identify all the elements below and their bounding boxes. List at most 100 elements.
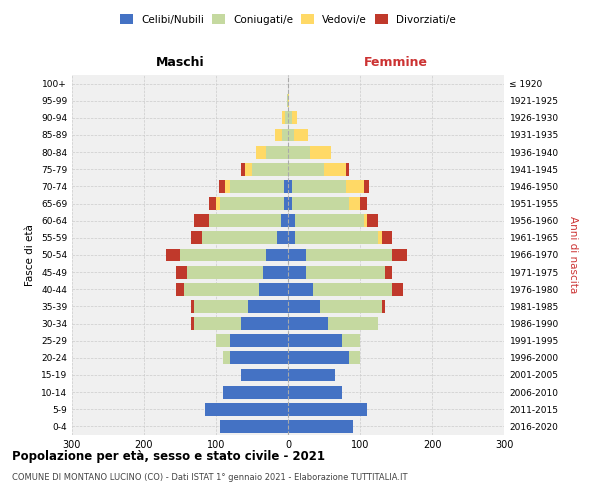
Bar [223,386,288,398]
Bar [176,266,187,278]
Bar [306,266,385,278]
Bar [284,197,288,210]
Bar [209,197,216,210]
Bar [241,163,245,175]
Bar [256,146,266,158]
Bar [194,300,248,313]
Bar [266,146,288,158]
Bar [282,128,288,141]
Bar [288,197,292,210]
Bar [184,283,259,296]
Bar [187,266,263,278]
Bar [342,334,360,347]
Bar [266,248,288,262]
Bar [364,180,370,193]
Bar [216,334,230,347]
Bar [281,112,285,124]
Bar [346,180,364,193]
Bar [382,232,392,244]
Bar [191,317,194,330]
Bar [292,112,298,124]
Bar [288,334,342,347]
Bar [349,352,360,364]
Bar [288,368,335,382]
Bar [166,248,180,262]
Bar [292,197,349,210]
Bar [224,180,230,193]
Bar [292,180,346,193]
Bar [288,214,295,227]
Bar [191,232,202,244]
Bar [288,94,289,107]
Bar [287,94,288,107]
Bar [202,232,277,244]
Bar [288,317,328,330]
Bar [180,248,266,262]
Bar [378,232,382,244]
Bar [275,128,282,141]
Bar [310,146,331,158]
Bar [191,300,194,313]
Bar [245,163,252,175]
Bar [288,266,306,278]
Bar [248,300,288,313]
Bar [294,128,308,141]
Bar [241,317,288,330]
Bar [324,163,346,175]
Bar [259,283,288,296]
Bar [288,300,320,313]
Bar [295,214,364,227]
Text: Femmine: Femmine [364,56,428,69]
Bar [209,214,281,227]
Bar [281,214,288,227]
Bar [284,180,288,193]
Bar [230,180,284,193]
Bar [230,352,288,364]
Bar [328,317,378,330]
Bar [385,266,392,278]
Bar [392,283,403,296]
Bar [360,197,367,210]
Bar [205,403,288,415]
Bar [230,334,288,347]
Bar [367,214,378,227]
Bar [295,232,378,244]
Bar [263,266,288,278]
Bar [277,232,288,244]
Bar [346,163,349,175]
Bar [220,197,284,210]
Bar [313,283,392,296]
Bar [194,317,241,330]
Bar [223,352,230,364]
Y-axis label: Fasce di età: Fasce di età [25,224,35,286]
Bar [320,300,382,313]
Bar [216,197,220,210]
Bar [176,283,184,296]
Bar [288,146,310,158]
Bar [288,352,349,364]
Bar [382,300,385,313]
Bar [288,128,294,141]
Bar [219,180,224,193]
Legend: Celibi/Nubili, Coniugati/e, Vedovi/e, Divorziati/e: Celibi/Nubili, Coniugati/e, Vedovi/e, Di… [116,10,460,29]
Bar [306,248,392,262]
Bar [392,248,407,262]
Bar [288,386,342,398]
Bar [194,214,209,227]
Bar [349,197,360,210]
Bar [288,420,353,433]
Bar [241,368,288,382]
Bar [288,180,292,193]
Bar [288,112,292,124]
Bar [220,420,288,433]
Bar [364,214,367,227]
Y-axis label: Anni di nascita: Anni di nascita [568,216,578,294]
Bar [288,232,295,244]
Text: COMUNE DI MONTANO LUCINO (CO) - Dati ISTAT 1° gennaio 2021 - Elaborazione TUTTIT: COMUNE DI MONTANO LUCINO (CO) - Dati IST… [12,472,407,482]
Bar [288,248,306,262]
Text: Popolazione per età, sesso e stato civile - 2021: Popolazione per età, sesso e stato civil… [12,450,325,463]
Bar [288,163,324,175]
Bar [252,163,288,175]
Bar [288,403,367,415]
Bar [288,283,313,296]
